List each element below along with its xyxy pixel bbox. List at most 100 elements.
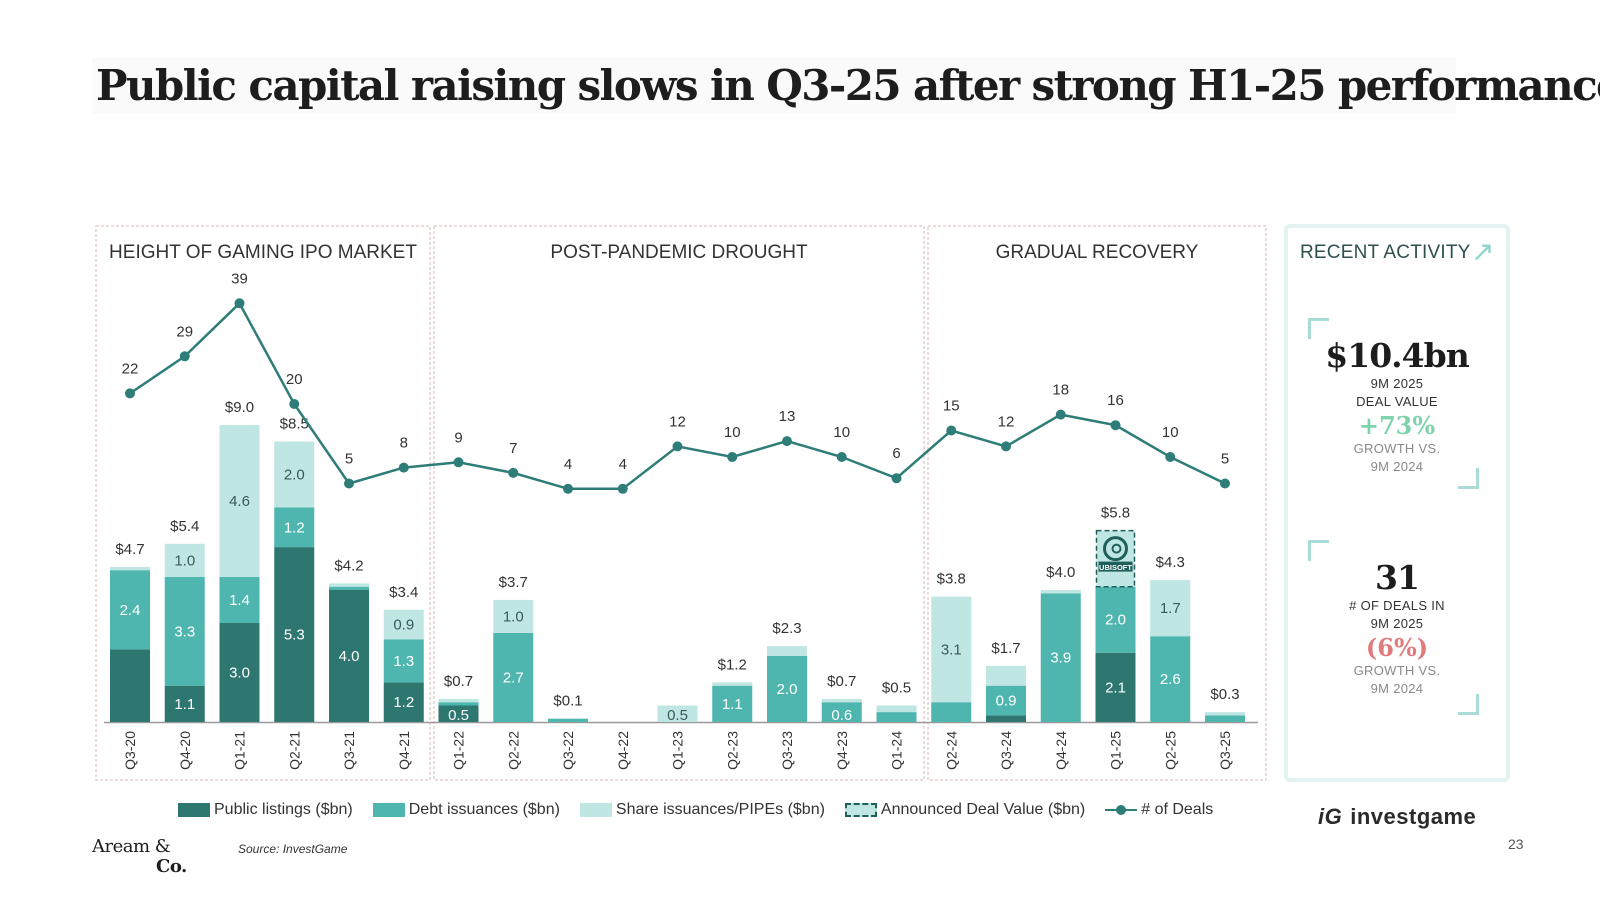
segment-label: 1.2 [284,519,305,536]
deals-point [289,399,300,409]
deals-label: 13 [779,408,796,425]
section-frame [927,225,1267,781]
bar-segment [712,682,753,686]
ubisoft-logo-icon [1111,543,1122,554]
deals-point [234,298,245,309]
bar-segment [1150,580,1191,637]
deals-label: 9 [454,429,462,446]
legend-item-share-issuances: Share issuances/PIPEs ($bn) [579,801,825,819]
deal-value-figure: $10.4bn [1325,336,1469,375]
x-tick-label: Q1-25 [1108,731,1124,770]
segment-label: 2.6 [1160,671,1181,688]
bar-segment [383,682,424,722]
bar-segment [438,705,479,722]
bar-segment [438,702,479,706]
bar-segment [821,698,862,703]
bar-segment [274,441,315,508]
x-tick-label: Q2-21 [286,731,302,770]
deals-label: 10 [833,424,850,441]
arrow-up-right-icon: ↗ [1471,236,1495,267]
bar-segment [110,566,150,571]
deals-point [782,436,792,447]
deals-label: 4 [564,456,572,473]
bar-segment [438,698,479,703]
bracket-bottom-right [1458,694,1479,715]
legend-swatch-debt-issuances [372,803,405,817]
legend-item-announced-deal-value: Announced Deal Value ($bn) [844,801,1085,819]
bar-segment [164,543,205,577]
section-title: HEIGHT OF GAMING IPO MARKET [109,242,417,263]
segment-label: 2.7 [503,669,524,686]
deals-label: 7 [509,440,517,457]
x-tick-label: Q1-21 [232,731,248,770]
deals-point [1220,478,1230,489]
segment-label: 1.1 [722,696,743,713]
deals-point [1110,420,1121,431]
deals-point [453,457,464,468]
section-title: POST-PANDEMIC DROUGHT [550,242,808,263]
x-tick-label: Q4-23 [834,731,850,770]
bar-total-label: $5.4 [170,518,199,535]
deals-label: 12 [669,413,686,430]
deals-label: 22 [122,360,139,377]
segment-label: 1.0 [503,608,524,625]
ubisoft-logo-band [1098,561,1133,572]
page-number: 23 [1508,836,1524,852]
deal-value-growth: +73% [1358,411,1436,440]
x-tick-label: Q2-24 [943,731,959,770]
deal-count-figure: 31 [1375,558,1420,597]
bar-segment [712,685,753,722]
x-tick-label: Q4-21 [396,731,412,770]
bar-total-label: $2.3 [772,620,801,637]
deals-label: 29 [176,323,193,340]
bar-total-label: $4.3 [1156,554,1185,571]
deals-point [398,462,409,473]
legend-item-number-of-deals: # of Deals [1105,801,1213,819]
bracket-bottom-right [1458,468,1479,489]
legend-label-public-listings: Public listings ($bn) [214,801,353,818]
deals-point [727,452,738,462]
deals-label: 5 [345,451,353,468]
deal-value-growth-label-2: 9M 2024 [1370,459,1424,474]
deals-point [125,388,135,399]
investgame-mark-icon: iG [1318,804,1343,829]
bar-total-label: $0.5 [882,680,911,697]
segment-label: 3.3 [174,623,195,640]
deals-point [179,351,190,362]
bar-segment [110,570,150,650]
segment-label: 1.1 [174,696,195,713]
deals-point [508,467,519,478]
aream-logo-line-2: Co. [156,856,187,877]
segment-label: 5.3 [284,627,305,644]
deal-count-label-1: # OF DEALS IN [1349,598,1445,613]
bar-segment [329,586,369,590]
bar-segment [110,649,150,722]
deal-value-label-2: DEAL VALUE [1356,394,1438,409]
bar-segment [931,596,972,703]
bar-segment [329,583,369,587]
bar-segment [1095,652,1136,722]
bar-segment [493,632,534,722]
page-title: Public capital raising slows in Q3-25 af… [92,58,1600,114]
bar-segment [931,702,972,722]
section-frame [433,225,925,781]
deals-label: 10 [724,424,741,441]
bar-total-label: $0.7 [827,673,856,690]
deals-point [1001,441,1011,452]
deal-value-label-1: 9M 2025 [1370,376,1424,391]
x-tick-label: Q1-23 [670,731,686,770]
segment-label: 1.3 [393,653,414,670]
deal-value-growth-label-1: GROWTH VS. [1353,441,1441,456]
legend-label-debt-issuances: Debt issuances ($bn) [408,801,560,818]
aream-logo-line-1: Aream & [92,836,171,857]
segment-label: 3.9 [1050,650,1071,667]
bar-segment [548,718,588,722]
segment-label: 2.0 [777,681,798,698]
deal-count-growth: (6%) [1365,633,1429,662]
bracket-top-left [1308,318,1329,339]
deals-label: 5 [1221,451,1229,468]
segment-label: 0.5 [667,707,688,724]
bar-segment [876,712,917,722]
investgame-wordmark: investgame [1350,804,1477,829]
x-tick-label: Q1-24 [889,731,905,770]
